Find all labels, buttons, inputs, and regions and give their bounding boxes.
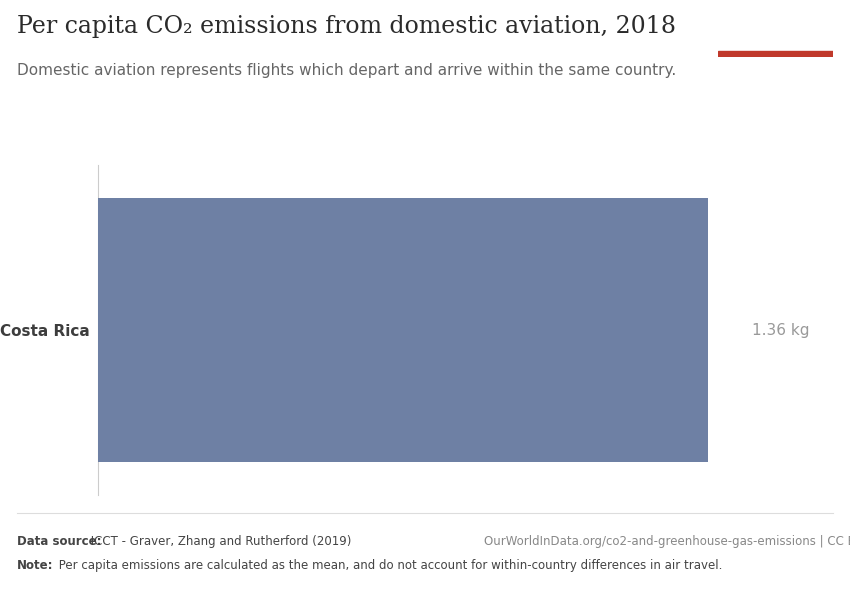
Bar (98, 198, 708, 462)
Text: Per capita CO₂ emissions from domestic aviation, 2018: Per capita CO₂ emissions from domestic a… (17, 15, 676, 38)
Text: Domestic aviation represents flights which depart and arrive within the same cou: Domestic aviation represents flights whi… (17, 63, 677, 78)
Text: in Data: in Data (751, 37, 800, 50)
Text: Note:: Note: (17, 559, 54, 572)
Text: Per capita emissions are calculated as the mean, and do not account for within-c: Per capita emissions are calculated as t… (55, 559, 722, 572)
Text: Data source:: Data source: (17, 535, 101, 548)
Bar (718, 50, 833, 57)
Text: Our World: Our World (742, 21, 809, 34)
Text: OurWorldInData.org/co2-and-greenhouse-gas-emissions | CC BY: OurWorldInData.org/co2-and-greenhouse-ga… (484, 535, 850, 548)
Text: 1.36 kg: 1.36 kg (752, 323, 810, 337)
Text: ICCT - Graver, Zhang and Rutherford (2019): ICCT - Graver, Zhang and Rutherford (201… (87, 535, 351, 548)
